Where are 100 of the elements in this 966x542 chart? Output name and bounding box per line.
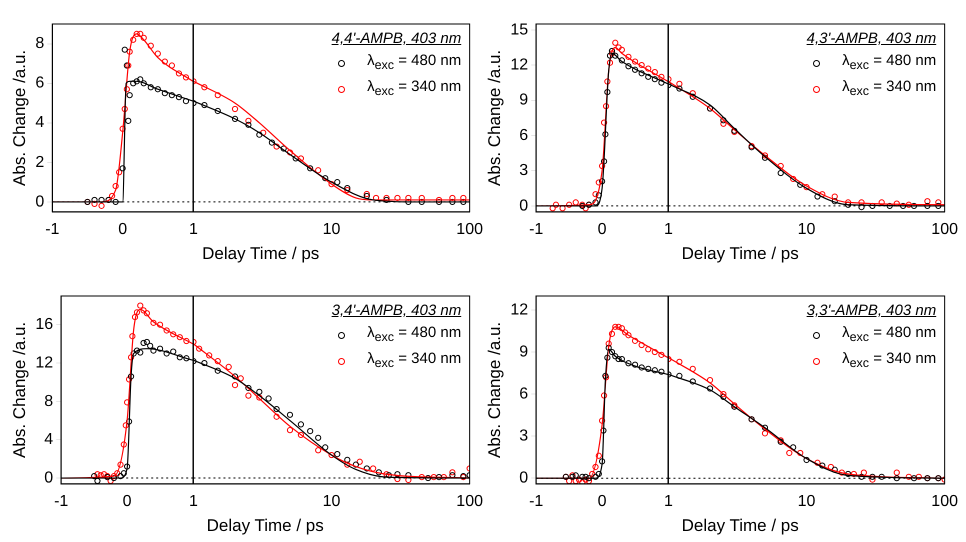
point	[625, 63, 632, 70]
point	[572, 199, 579, 206]
y-tick-label: 9	[519, 343, 528, 360]
point	[126, 418, 132, 425]
point	[144, 310, 150, 316]
point	[98, 202, 105, 209]
point	[579, 474, 586, 480]
point	[625, 360, 632, 366]
point	[566, 202, 572, 208]
point	[602, 103, 610, 110]
x-tick-label: 100	[456, 220, 483, 238]
y-axis-title: Abs. Change /a.u.	[10, 322, 29, 458]
legend-title: 4,4'-AMPB, 403 nm	[330, 29, 462, 49]
y-tick-label: 6	[519, 126, 528, 144]
point	[120, 470, 127, 476]
point	[176, 94, 182, 100]
point	[183, 355, 190, 362]
point	[108, 192, 116, 200]
point	[612, 52, 618, 59]
legend-label: λ$_{exc}$ = 340 nm	[842, 349, 936, 372]
x-tick-label: -1	[529, 220, 544, 238]
y-tick-label: 12	[510, 301, 528, 318]
point	[124, 86, 130, 92]
point	[552, 202, 560, 208]
y-tick-label: 9	[519, 92, 528, 109]
y-tick-label: 3	[519, 162, 528, 180]
point	[606, 344, 612, 351]
point	[126, 48, 133, 55]
y-axis-title: Abs. Change /a.u.	[10, 50, 29, 186]
point	[176, 334, 183, 340]
point	[638, 70, 645, 76]
point	[130, 80, 136, 86]
x-tick-label: 10	[322, 492, 340, 510]
y-tick-label: 12	[510, 56, 528, 74]
x-axis-title: Delay Time / ps	[680, 516, 800, 536]
point	[606, 52, 614, 59]
point	[632, 338, 638, 344]
point	[645, 74, 652, 80]
legend-label: λ$_{exc}$ = 340 nm	[842, 77, 936, 100]
x-axis-title: Delay Time / ps	[680, 244, 800, 264]
point	[98, 196, 105, 204]
point	[599, 458, 606, 464]
point	[592, 191, 599, 198]
x-tick-label: 0	[118, 220, 128, 238]
y-tick-label: 0	[519, 197, 528, 214]
legend-title: 3,3'-AMPB, 403 nm	[806, 301, 936, 321]
point	[604, 88, 610, 96]
y-tick-label: 0	[519, 470, 528, 487]
point	[632, 66, 638, 73]
point	[559, 205, 566, 212]
y-axis-title: Abs. Change /a.u.	[484, 322, 504, 458]
point	[596, 179, 602, 186]
point	[137, 302, 144, 309]
point	[117, 473, 124, 480]
legend-label: λ$_{exc}$ = 480 nm	[367, 51, 462, 74]
point	[130, 350, 137, 357]
point	[599, 162, 606, 170]
x-tick-label: 100	[930, 492, 958, 510]
point	[602, 131, 608, 138]
point	[645, 66, 652, 72]
point	[112, 183, 119, 190]
point	[576, 476, 582, 483]
point	[550, 205, 556, 212]
point	[134, 30, 140, 37]
point	[94, 471, 101, 478]
legend-title: 3,4'-AMPB, 403 nm	[330, 301, 462, 321]
point	[164, 327, 170, 334]
point	[156, 346, 164, 352]
point	[579, 479, 586, 484]
point	[572, 472, 579, 478]
point	[606, 60, 614, 66]
point	[137, 349, 144, 356]
point	[652, 76, 658, 82]
x-tick-label: 0	[598, 492, 607, 510]
point	[608, 330, 616, 337]
point	[147, 342, 154, 349]
y-tick-label: 16	[35, 316, 54, 334]
point	[632, 362, 638, 368]
point	[150, 320, 157, 326]
point	[124, 463, 130, 470]
point	[600, 119, 608, 126]
point	[632, 58, 638, 65]
point	[645, 346, 652, 352]
point	[652, 348, 658, 356]
legend-label: λ$_{exc}$ = 480 nm	[367, 323, 462, 346]
point	[140, 307, 147, 314]
y-tick-label: 0	[35, 193, 44, 210]
point	[592, 199, 599, 206]
point	[120, 165, 126, 172]
point	[612, 40, 618, 46]
point	[638, 62, 645, 68]
x-tick-label: -1	[45, 220, 60, 238]
point	[148, 84, 154, 90]
y-tick-label: 8	[35, 35, 44, 52]
point	[182, 98, 190, 104]
point	[604, 78, 610, 85]
point	[658, 352, 665, 358]
point	[164, 350, 170, 357]
point	[126, 376, 132, 382]
point	[625, 332, 632, 338]
